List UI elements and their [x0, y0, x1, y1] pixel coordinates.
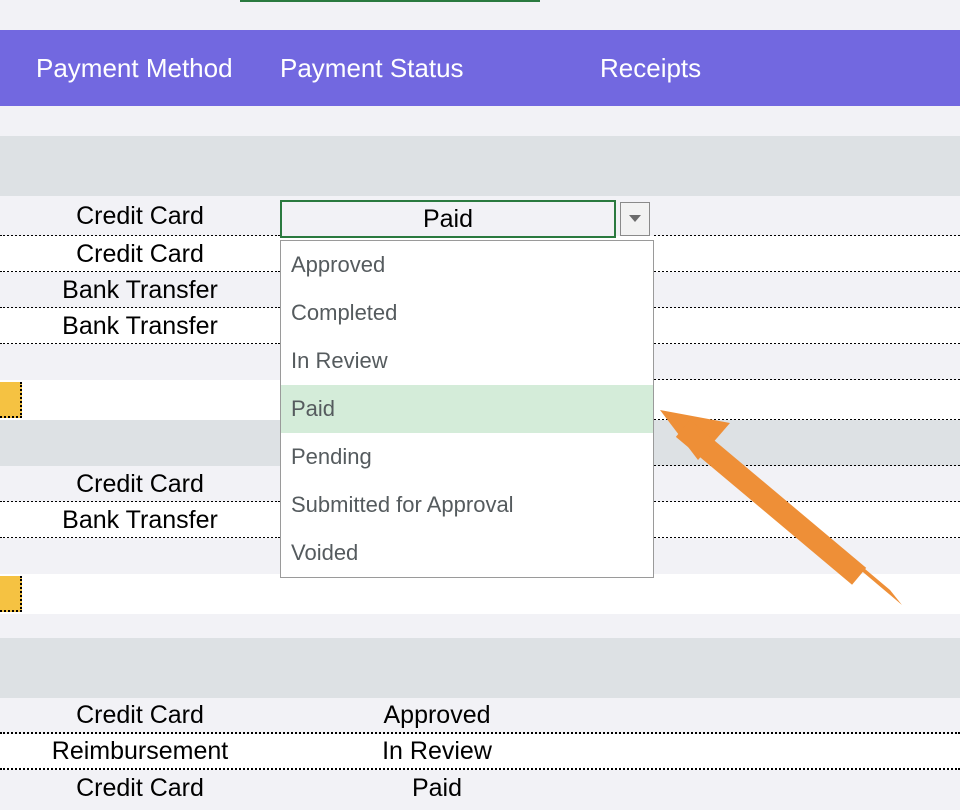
dropdown-option-in-review[interactable]: In Review	[281, 337, 653, 385]
chevron-down-icon	[629, 210, 641, 228]
page-root: Payment Method Payment Status Receipts C…	[0, 0, 960, 810]
cell-payment-status: In Review	[280, 737, 654, 766]
status-dropdown-list[interactable]: Approved Completed In Review Paid Pendin…	[280, 240, 654, 578]
header-receipts[interactable]: Receipts	[580, 30, 960, 106]
orange-marker-icon	[0, 382, 22, 418]
cell-payment-method: Bank Transfer	[0, 276, 280, 305]
cell-payment-method: Bank Transfer	[0, 506, 280, 535]
dropdown-option-submitted[interactable]: Submitted for Approval	[281, 481, 653, 529]
spacer-row	[0, 614, 960, 638]
dropdown-option-pending[interactable]: Pending	[281, 433, 653, 481]
table-header: Payment Method Payment Status Receipts	[0, 30, 960, 106]
dropdown-option-approved[interactable]: Approved	[281, 241, 653, 289]
status-dropdown-selected[interactable]: Paid	[280, 200, 616, 238]
cell-payment-method: Credit Card	[0, 774, 280, 803]
cell-payment-method: Credit Card	[0, 240, 280, 269]
dropdown-option-voided[interactable]: Voided	[281, 529, 653, 577]
section-marker-row	[0, 574, 960, 614]
cell-payment-method: Credit Card	[0, 470, 280, 499]
orange-marker-icon	[0, 576, 22, 612]
top-green-underline	[240, 0, 540, 2]
dropdown-toggle-button[interactable]	[620, 202, 650, 236]
cell-payment-method: Credit Card	[0, 701, 280, 730]
header-payment-method[interactable]: Payment Method	[0, 30, 280, 106]
cell-payment-status: Paid	[280, 774, 654, 803]
section-header-1	[0, 136, 960, 196]
spacer-row	[0, 106, 960, 136]
cell-payment-status: Approved	[280, 701, 654, 730]
table-row[interactable]: Credit Card Paid	[0, 770, 960, 806]
header-payment-status[interactable]: Payment Status	[280, 30, 580, 106]
status-dropdown-value: Paid	[423, 205, 473, 234]
table-row[interactable]: Credit Card Approved	[0, 698, 960, 734]
dropdown-option-paid[interactable]: Paid	[281, 385, 653, 433]
cell-payment-method: Reimbursement	[0, 737, 280, 766]
cell-payment-method: Bank Transfer	[0, 312, 280, 341]
table-row[interactable]: Reimbursement In Review	[0, 734, 960, 770]
cell-payment-method: Credit Card	[0, 202, 280, 231]
dropdown-option-completed[interactable]: Completed	[281, 289, 653, 337]
section-header-3	[0, 638, 960, 698]
